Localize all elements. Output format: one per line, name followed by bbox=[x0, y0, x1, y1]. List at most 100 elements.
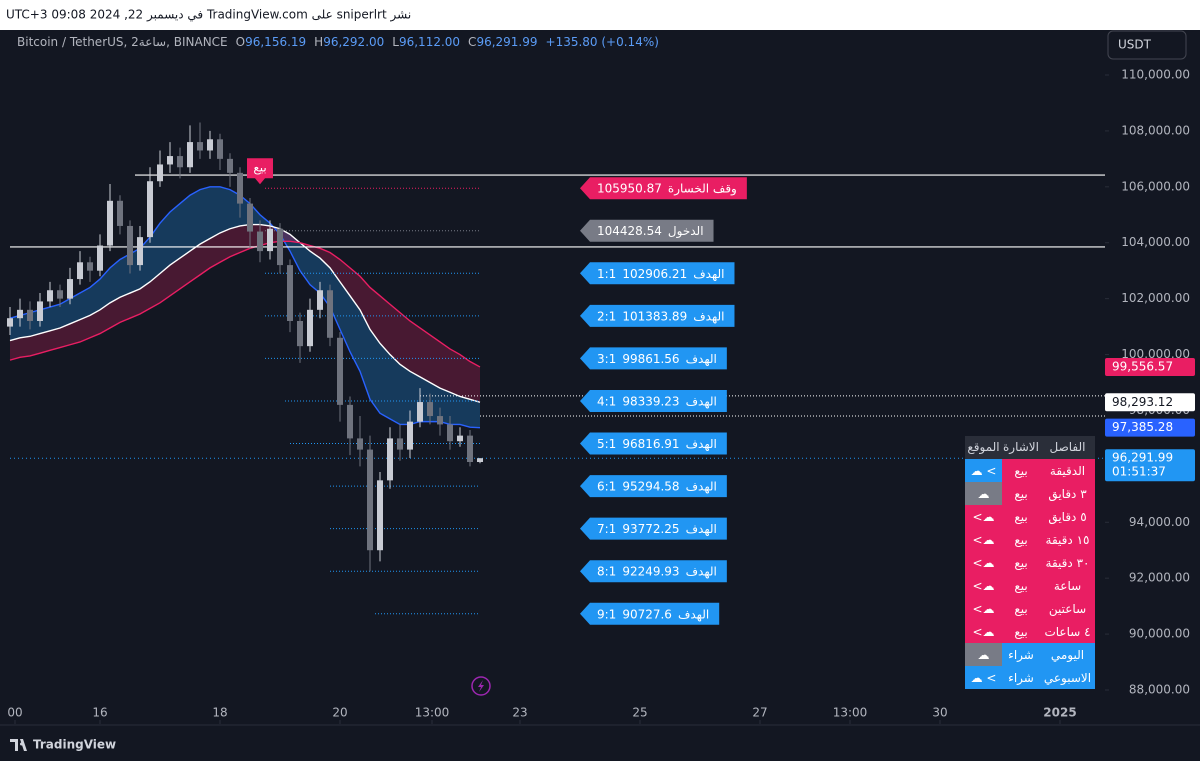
moving-average bbox=[9, 240, 481, 368]
table-position: ☁ bbox=[978, 487, 990, 501]
table-position: ☁ bbox=[978, 648, 990, 662]
level-ratio: 7:1 bbox=[597, 522, 616, 536]
price-tag bbox=[1105, 418, 1195, 437]
candle-body bbox=[227, 158, 233, 173]
candle-body bbox=[357, 438, 363, 450]
currency[interactable]: USDT bbox=[1118, 38, 1152, 52]
candle-body bbox=[167, 156, 173, 165]
price-tag-label: 98,293.12 bbox=[1112, 395, 1173, 409]
ohlc-key: L bbox=[392, 35, 399, 49]
candle-body bbox=[207, 139, 213, 151]
moving-average bbox=[9, 186, 481, 429]
y-tick-label: 88,000.00 bbox=[1129, 683, 1190, 697]
candle-body bbox=[447, 424, 453, 442]
candle-body bbox=[7, 318, 13, 327]
alert-bolt[interactable] bbox=[478, 680, 484, 692]
level-ratio: 5:1 bbox=[597, 437, 616, 451]
x-tick-label: 2025 bbox=[1043, 706, 1076, 720]
price-tag-label: 99,556.57 bbox=[1112, 359, 1173, 373]
level-value: 96816.91 bbox=[622, 437, 679, 451]
table-signal: بيع bbox=[1014, 487, 1027, 501]
table-position: ☁ < bbox=[971, 671, 997, 685]
candle-body bbox=[317, 290, 323, 310]
x-tick-label: 18 bbox=[212, 706, 227, 720]
candle-body bbox=[97, 245, 103, 271]
table-signal: بيع bbox=[1014, 510, 1027, 524]
table-signal: بيع bbox=[1014, 625, 1027, 639]
candle-body bbox=[437, 416, 443, 425]
level-box bbox=[580, 347, 727, 370]
moving-average bbox=[9, 223, 481, 403]
x-tick-label: 27 bbox=[752, 706, 767, 720]
y-tick-label: 110,000.00 bbox=[1121, 68, 1190, 82]
candle-body bbox=[177, 156, 183, 168]
table-cell bbox=[1002, 505, 1040, 528]
alert-circle[interactable] bbox=[471, 676, 491, 696]
level-ratio: 4:1 bbox=[597, 394, 616, 408]
brand: TradingView bbox=[33, 738, 116, 752]
table-signal: بيع bbox=[1014, 602, 1027, 616]
table-cell bbox=[965, 459, 1002, 482]
candle-body bbox=[327, 290, 333, 338]
level-value: 99861.56 bbox=[622, 352, 679, 366]
candle-body bbox=[67, 279, 73, 299]
candle-body bbox=[387, 438, 393, 481]
level-label: 5:1 96816.91 الهدف bbox=[580, 432, 727, 455]
ohlc-value: 96,156.19 bbox=[245, 35, 306, 49]
level-name: الهدف bbox=[686, 394, 717, 408]
level-value: 104428.54 bbox=[597, 224, 662, 238]
table-cell bbox=[965, 620, 1002, 643]
table-cell bbox=[1040, 620, 1095, 643]
candle-body bbox=[197, 142, 203, 151]
table-header-cell bbox=[1002, 436, 1040, 459]
candle-body bbox=[367, 449, 373, 551]
table-cell bbox=[1002, 482, 1040, 505]
candle-body bbox=[457, 435, 463, 442]
candle-body bbox=[377, 480, 383, 551]
y-tick-label: 106,000.00 bbox=[1121, 179, 1190, 193]
level-box bbox=[580, 389, 727, 412]
level-box bbox=[580, 602, 720, 625]
level-name: الهدف bbox=[686, 352, 717, 366]
table-cell bbox=[1040, 505, 1095, 528]
table-cell bbox=[965, 551, 1002, 574]
table-position: <☁ bbox=[972, 556, 994, 570]
candle-body bbox=[87, 262, 93, 271]
table-interval: ٣ دقايق bbox=[1048, 487, 1087, 502]
price-tag bbox=[1105, 449, 1195, 482]
table-cell bbox=[965, 597, 1002, 620]
table-position: <☁ bbox=[972, 579, 994, 593]
table-position: <☁ bbox=[972, 625, 994, 639]
currency-button[interactable] bbox=[1107, 30, 1187, 60]
level-value: 102906.21 bbox=[622, 267, 687, 281]
candle-body bbox=[297, 321, 303, 347]
ohlc-key: C bbox=[468, 35, 476, 49]
level-name: الهدف bbox=[686, 437, 717, 451]
level-value: 98339.23 bbox=[622, 394, 679, 408]
y-tick-label: 108,000.00 bbox=[1121, 123, 1190, 137]
candle-body bbox=[347, 404, 353, 439]
candle-body bbox=[137, 237, 143, 266]
level-label: 104428.54 الدخول bbox=[580, 219, 714, 242]
table-position: <☁ bbox=[972, 602, 994, 616]
level-label: 2:1 101383.89 الهدف bbox=[580, 304, 735, 327]
alert-icon[interactable] bbox=[471, 676, 491, 696]
candle-body bbox=[117, 200, 123, 226]
level-name: وقف الخسارة bbox=[668, 182, 737, 197]
ohlc-value: 96,291.99 bbox=[476, 35, 537, 49]
table-position: ☁ < bbox=[971, 464, 997, 478]
x-tick-label: 20 bbox=[332, 706, 347, 720]
x-tick-label: 13:00 bbox=[833, 706, 868, 720]
bottom-bar bbox=[0, 725, 1200, 761]
candle-body bbox=[237, 172, 243, 204]
level-label: 3:1 99861.56 الهدف bbox=[580, 347, 727, 370]
candle-body bbox=[147, 181, 153, 238]
table-cell bbox=[1040, 551, 1095, 574]
level-ratio: 2:1 bbox=[597, 309, 616, 323]
symbol: Bitcoin / TetherUS, 2ساعة, BINANCE bbox=[17, 35, 228, 49]
candle-body bbox=[257, 231, 263, 252]
y-tick-label: 104,000.00 bbox=[1121, 235, 1190, 249]
ribbon-fast bbox=[10, 186, 480, 428]
table-cell bbox=[965, 643, 1002, 666]
